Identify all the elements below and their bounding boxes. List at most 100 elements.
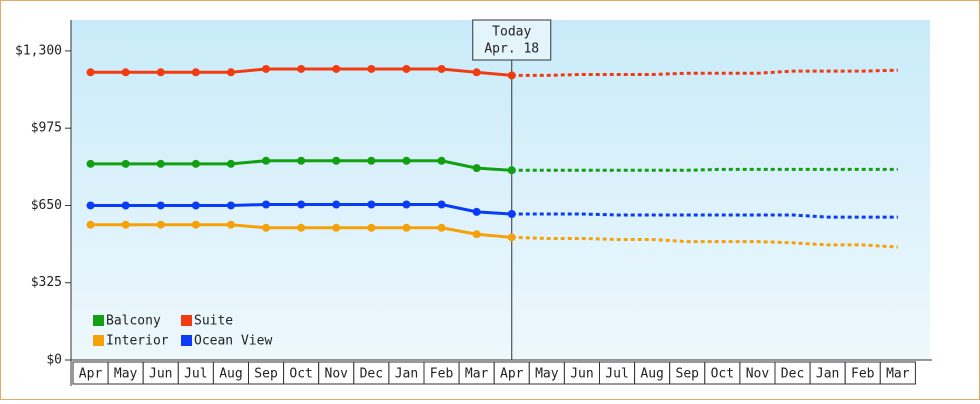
point [367,156,376,165]
point [297,156,306,165]
point [472,207,481,216]
point [367,64,376,73]
today-box [472,19,552,61]
point [507,210,516,219]
point [507,233,516,242]
point [472,164,481,173]
point [367,223,376,232]
point [121,220,130,229]
y-tick-label: $975 [31,121,62,136]
point [121,68,130,77]
x-tick-label: Jun [149,367,172,382]
point [507,166,516,175]
point [332,156,341,165]
x-tick-label: Dec [360,367,383,382]
point [262,156,271,165]
point [332,223,341,232]
point [226,68,235,77]
projection-line [511,68,898,77]
today-label: Today [492,25,531,40]
point [297,64,306,73]
point [156,220,165,229]
x-tick-label: May [535,367,559,382]
x-tick-label: Apr [79,367,103,382]
point [191,68,200,77]
legend-label: Balcony [106,314,161,329]
point [191,220,200,229]
x-tick-label: Mar [886,367,910,382]
point [507,71,516,80]
projection-line [511,212,898,219]
x-tick-label: Jan [816,367,839,382]
point [121,159,130,168]
point [437,200,446,209]
legend-label: Suite [194,314,233,329]
legend-swatch [93,315,104,326]
x-tick-label: Feb [851,367,875,382]
legend-swatch [93,335,104,346]
x-tick-label: Nov [325,367,349,382]
point [86,201,95,210]
y-tick-label: $0 [46,353,62,368]
projection-line [511,235,898,249]
x-tick-label: Jun [570,367,593,382]
x-tick-label: Apr [500,367,524,382]
point [86,68,95,77]
point [297,200,306,209]
legend-swatch [181,315,192,326]
point [332,64,341,73]
y-tick-label: $325 [31,275,62,290]
point [297,223,306,232]
point [156,68,165,77]
point [262,223,271,232]
point [437,156,446,165]
point [262,64,271,73]
point [121,201,130,210]
point [156,201,165,210]
point [226,159,235,168]
legend-swatch [181,335,192,346]
point [472,68,481,77]
x-tick-label: Feb [430,367,454,382]
point [262,200,271,209]
y-tick-label: $650 [31,198,62,213]
plot-area [71,20,930,360]
x-tick-label: Jul [605,367,628,382]
x-tick-label: Oct [289,367,312,382]
x-tick-label: Aug [219,367,242,382]
x-tick-label: Oct [711,367,734,382]
point [156,159,165,168]
point [402,64,411,73]
point [472,230,481,239]
x-tick-label: Jul [184,367,207,382]
legend-label: Interior [106,334,169,349]
x-tick-label: Dec [781,367,804,382]
x-tick-label: Sep [676,367,700,382]
x-tick-label: Nov [746,367,770,382]
point [402,156,411,165]
projection-line [511,167,898,172]
point [367,200,376,209]
today-label: Apr. 18 [484,42,539,57]
point [226,201,235,210]
point [191,201,200,210]
point [86,159,95,168]
point [86,220,95,229]
x-tick-label: Sep [254,367,278,382]
point [402,200,411,209]
legend-label: Ocean View [194,334,272,349]
x-cell [879,361,916,385]
x-tick-label: May [114,367,138,382]
x-tick-label: Mar [465,367,489,382]
point [437,64,446,73]
point [226,220,235,229]
point [191,159,200,168]
x-tick-label: Jan [395,367,418,382]
point [437,223,446,232]
point [402,223,411,232]
point [332,200,341,209]
x-tick-label: Aug [640,367,663,382]
y-tick-label: $1,300 [15,43,62,58]
